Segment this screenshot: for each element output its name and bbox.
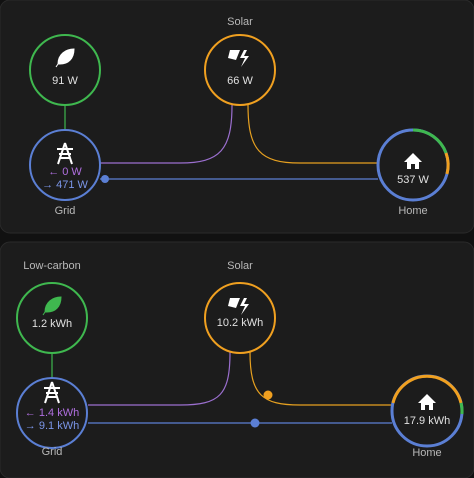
flow-dot xyxy=(263,390,273,400)
home-icon xyxy=(418,394,436,410)
home-ring-segment xyxy=(391,374,463,404)
solar-icon xyxy=(228,298,249,315)
solar-home-flow xyxy=(247,104,378,164)
solar-icon xyxy=(228,50,249,67)
home-ring-segment xyxy=(444,152,450,175)
grid-export: ← 0 W xyxy=(48,166,82,178)
solar-value: 66 W xyxy=(227,75,253,87)
leaf-icon xyxy=(42,296,62,316)
grid-label: Grid xyxy=(55,205,76,217)
flow-dot xyxy=(250,418,260,428)
home-ring-segment xyxy=(459,402,464,415)
home-label: Home xyxy=(398,205,427,217)
solar-grid-flow xyxy=(88,351,231,406)
low-carbon-value: 91 W xyxy=(52,75,78,87)
grid-export: ← 1.4 kWh xyxy=(25,407,79,419)
leaf-icon xyxy=(55,48,75,68)
card-background xyxy=(0,241,474,478)
grid-label: Grid xyxy=(42,446,63,458)
home-value: 537 W xyxy=(397,174,429,186)
grid-import: → 471 W xyxy=(42,179,88,191)
card-background xyxy=(0,0,474,234)
solar-label: Solar xyxy=(227,260,253,272)
grid-node xyxy=(16,377,88,449)
grid-icon xyxy=(57,142,73,165)
home-icon xyxy=(404,153,422,169)
low-carbon-value: 1.2 kWh xyxy=(32,318,72,330)
home-value: 17.9 kWh xyxy=(404,415,450,427)
home-ring-segment xyxy=(412,128,448,154)
grid-icon xyxy=(44,381,60,404)
solar-node xyxy=(204,282,276,354)
low-carbon-label: Low-carbon xyxy=(23,260,80,272)
solar-home-flow xyxy=(249,351,392,406)
low-carbon-node xyxy=(16,282,88,354)
home-label: Home xyxy=(412,447,441,459)
solar-label: Solar xyxy=(227,16,253,28)
flow-dot xyxy=(101,175,109,183)
low-carbon-node xyxy=(29,34,101,106)
solar-value: 10.2 kWh xyxy=(217,317,263,329)
solar-node xyxy=(204,34,276,106)
energy-card: Low-carbon 1.2 kWh Solar 10.2 kWh ← 1.4 … xyxy=(0,241,474,478)
grid-node xyxy=(29,129,101,201)
energy-card: 91 W Solar 66 W ← 0 W → 471 W Grid 537 W… xyxy=(0,0,474,234)
solar-grid-flow xyxy=(100,104,233,164)
grid-import: → 9.1 kWh xyxy=(25,420,79,432)
